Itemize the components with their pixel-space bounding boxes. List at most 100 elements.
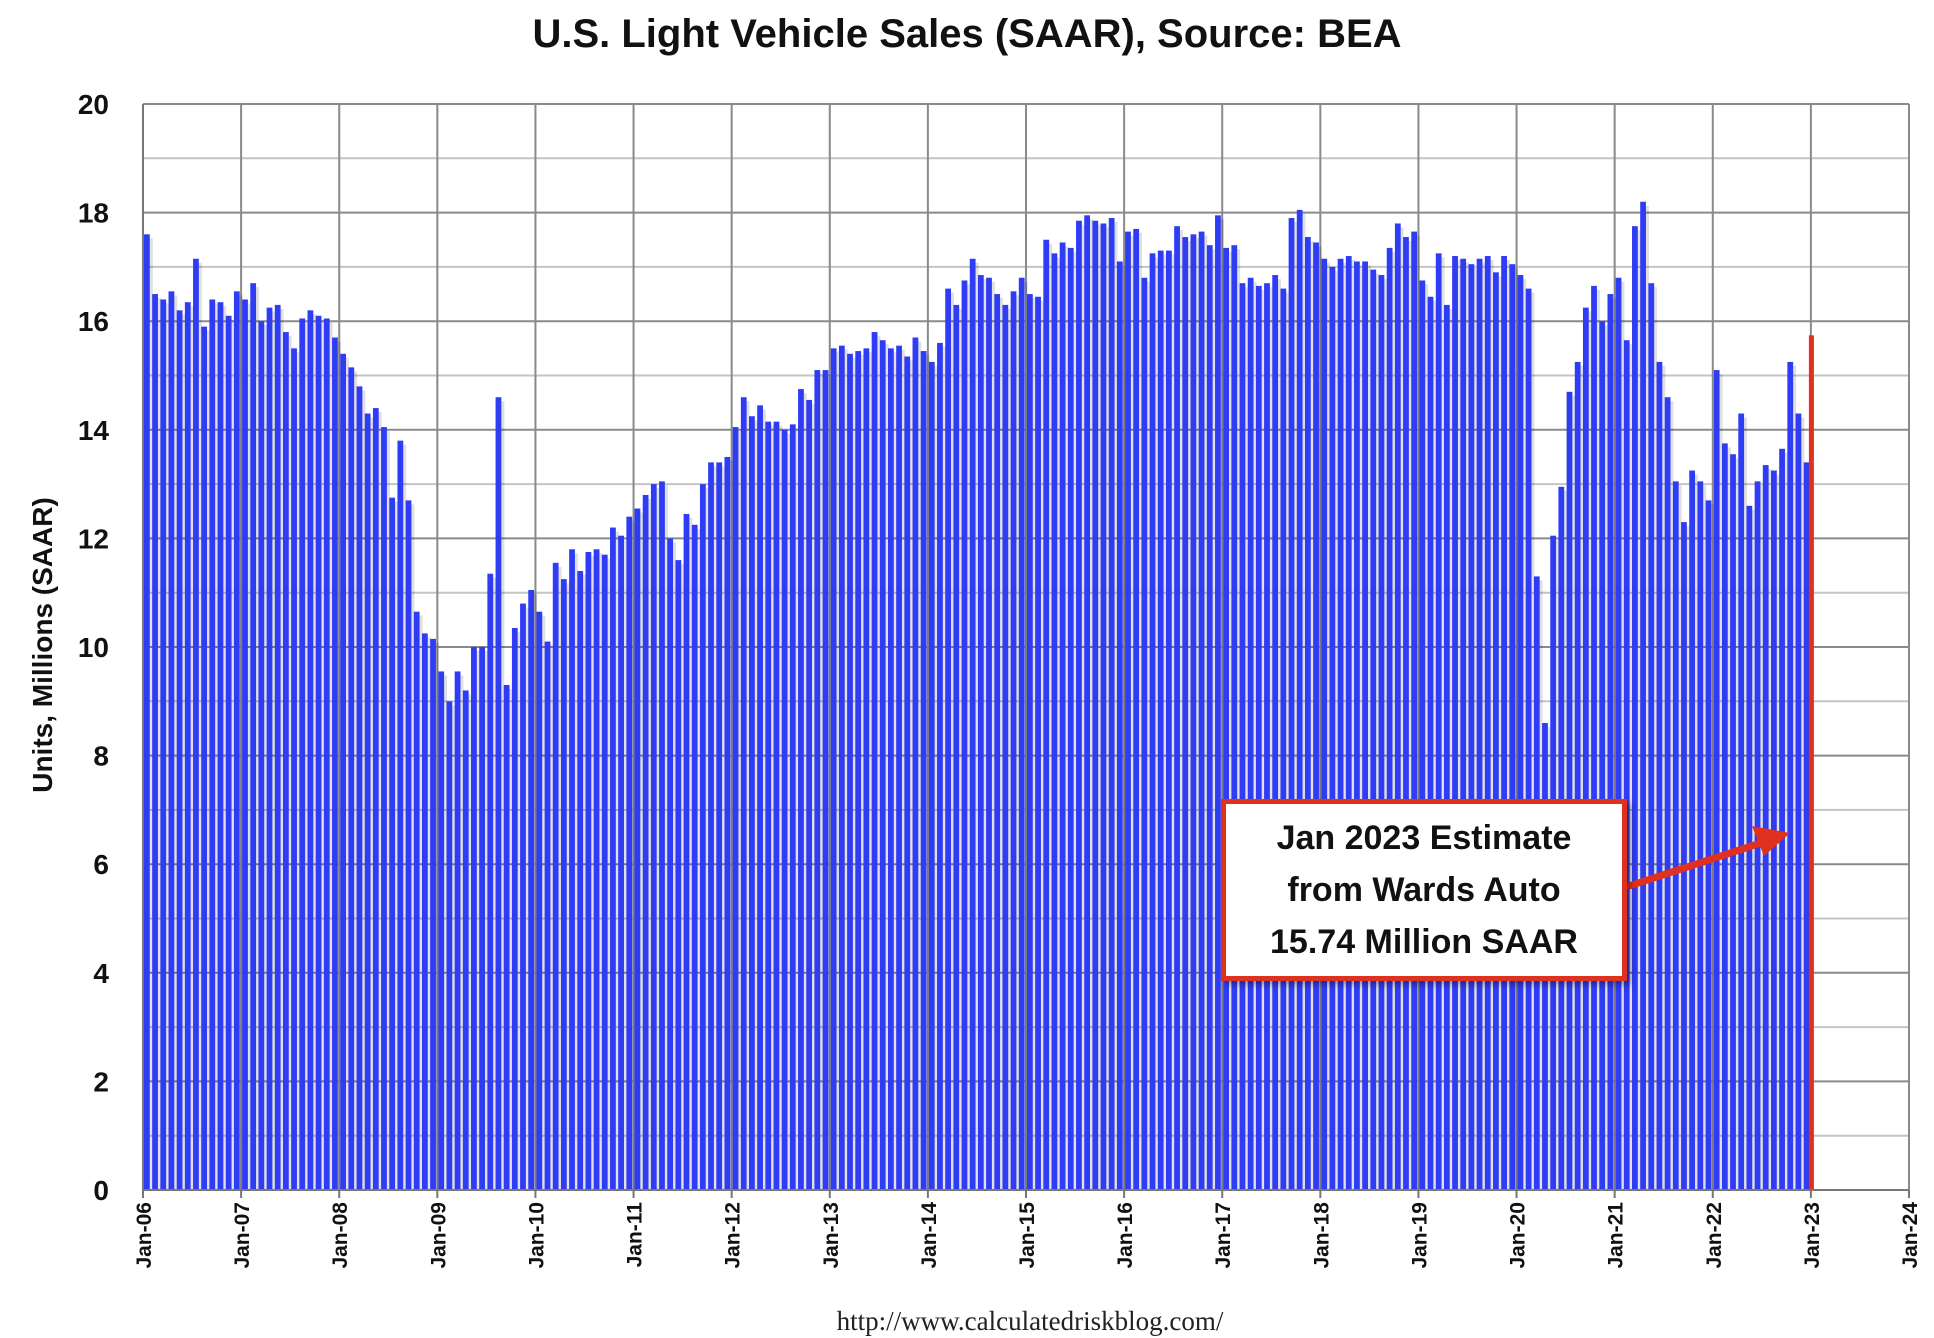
- bar-shadow: [645, 498, 652, 1191]
- bar: [446, 701, 453, 1190]
- bar-shadow: [294, 352, 300, 1191]
- x-tick-label: Jan-15: [1016, 1202, 1039, 1269]
- bar-shadow: [727, 460, 734, 1190]
- bar: [969, 258, 976, 1190]
- bar: [977, 275, 984, 1190]
- bar-shadow: [1340, 262, 1347, 1190]
- source-url[interactable]: http://www.calculatedriskblog.com/: [836, 1306, 1224, 1336]
- bar: [1525, 288, 1532, 1190]
- x-tick-label: Jan-10: [525, 1202, 548, 1269]
- bar-shadow: [1700, 485, 1707, 1190]
- bar: [274, 304, 281, 1190]
- bar: [1452, 256, 1458, 1190]
- bar: [1493, 272, 1499, 1191]
- bar: [585, 551, 592, 1190]
- bar-shadow: [1684, 526, 1690, 1190]
- bar-shadow: [1479, 262, 1486, 1190]
- bar-shadow: [326, 322, 333, 1190]
- bar: [258, 321, 265, 1190]
- bar-shadow: [1741, 417, 1748, 1190]
- bar-shadow: [482, 651, 488, 1190]
- bar: [1304, 237, 1311, 1190]
- bar-shadow: [809, 403, 816, 1190]
- y-tick-label: 20: [78, 89, 109, 120]
- bar-shadow: [490, 577, 497, 1190]
- bar-shadow: [866, 352, 873, 1191]
- bar-shadow: [514, 631, 521, 1190]
- bar-shadow: [670, 542, 677, 1190]
- bar: [1615, 277, 1622, 1190]
- bar-shadow: [1005, 308, 1012, 1190]
- bar: [1239, 283, 1246, 1190]
- bar: [708, 462, 714, 1190]
- bar-shadow: [1160, 254, 1167, 1191]
- bar: [1198, 231, 1205, 1191]
- bar: [716, 462, 723, 1190]
- bar-shadow: [694, 528, 701, 1190]
- bar: [242, 299, 248, 1191]
- bar: [1779, 448, 1785, 1190]
- bar: [838, 345, 845, 1190]
- bar: [986, 277, 992, 1190]
- bar: [1443, 304, 1450, 1190]
- bar: [626, 516, 633, 1190]
- bar-shadow: [1749, 509, 1756, 1190]
- bar-shadow: [498, 401, 505, 1191]
- bar: [1182, 237, 1189, 1190]
- bar-shadow: [441, 675, 448, 1190]
- bar: [1378, 275, 1385, 1190]
- y-tick-label: 16: [78, 306, 109, 337]
- bar: [961, 280, 968, 1191]
- bar-shadow: [204, 330, 211, 1190]
- bar: [1607, 294, 1614, 1190]
- bar: [683, 513, 690, 1190]
- bar-shadow: [1062, 246, 1069, 1191]
- bar-shadow: [1046, 243, 1053, 1190]
- bar: [282, 332, 289, 1190]
- bar-shadow: [1013, 295, 1020, 1191]
- bar-shadow: [1365, 265, 1371, 1191]
- bar-shadow: [760, 409, 766, 1190]
- bar: [250, 283, 257, 1190]
- bar: [789, 424, 796, 1190]
- bar-shadow: [1250, 281, 1257, 1190]
- bar: [552, 562, 559, 1190]
- bar-shadow: [1397, 227, 1404, 1190]
- bar-shadow: [735, 431, 742, 1191]
- x-tick-label: Jan-19: [1408, 1202, 1431, 1269]
- bar-shadow: [1095, 224, 1102, 1190]
- bar: [912, 337, 919, 1190]
- bar: [1329, 266, 1336, 1190]
- bar-shadow: [269, 311, 276, 1190]
- bar-shadow: [719, 466, 726, 1190]
- bar: [888, 348, 894, 1191]
- bar-shadow: [1128, 235, 1134, 1191]
- bar-shadow: [1569, 395, 1576, 1190]
- bar-shadow: [1716, 374, 1723, 1190]
- bar-shadow: [801, 393, 807, 1190]
- bar: [691, 524, 698, 1190]
- bar: [1697, 481, 1704, 1190]
- bar: [847, 353, 853, 1190]
- bar: [1076, 220, 1082, 1190]
- bar: [299, 318, 306, 1190]
- x-tick-label: Jan-22: [1703, 1202, 1726, 1269]
- x-tick-label: Jan-13: [820, 1202, 843, 1269]
- bar-shadow: [1422, 284, 1429, 1191]
- bar: [560, 579, 567, 1190]
- bar-shadow: [980, 279, 987, 1190]
- bar-shadow: [1070, 251, 1077, 1190]
- bar-shadow: [580, 574, 587, 1190]
- chart-title: U.S. Light Vehicle Sales (SAAR), Source:…: [532, 12, 1402, 56]
- bar-shadow: [408, 504, 415, 1190]
- bar-shadow: [1299, 213, 1306, 1190]
- bar: [1043, 239, 1050, 1190]
- bar-shadow: [850, 357, 856, 1190]
- bar-shadow: [1381, 279, 1388, 1190]
- bar-shadow: [1283, 292, 1290, 1190]
- bar: [659, 481, 665, 1190]
- bar-shadow: [1643, 205, 1649, 1191]
- y-tick-label: 0: [93, 1175, 109, 1206]
- bar: [544, 641, 551, 1190]
- bar-shadow: [384, 431, 390, 1191]
